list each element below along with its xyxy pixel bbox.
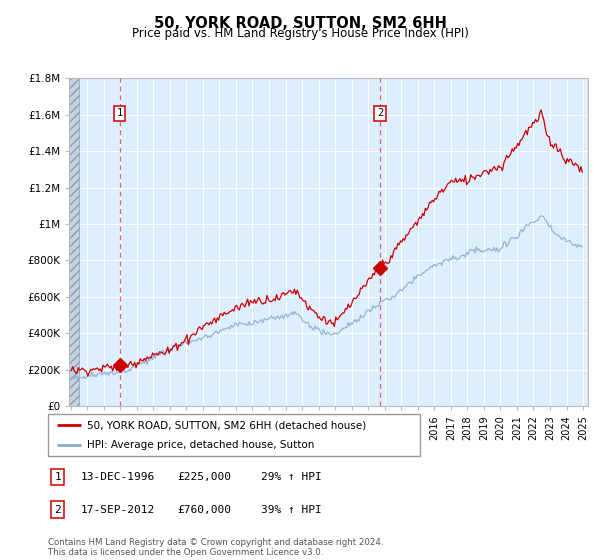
Text: 13-DEC-1996: 13-DEC-1996 [81, 472, 155, 482]
Text: 2: 2 [377, 109, 383, 119]
Text: 2: 2 [54, 505, 61, 515]
FancyBboxPatch shape [48, 414, 420, 456]
Text: 39% ↑ HPI: 39% ↑ HPI [261, 505, 322, 515]
Text: 29% ↑ HPI: 29% ↑ HPI [261, 472, 322, 482]
Text: 17-SEP-2012: 17-SEP-2012 [81, 505, 155, 515]
Text: Contains HM Land Registry data © Crown copyright and database right 2024.
This d: Contains HM Land Registry data © Crown c… [48, 538, 383, 557]
Text: £760,000: £760,000 [177, 505, 231, 515]
Text: 50, YORK ROAD, SUTTON, SM2 6HH (detached house): 50, YORK ROAD, SUTTON, SM2 6HH (detached… [87, 421, 367, 430]
Text: Price paid vs. HM Land Registry's House Price Index (HPI): Price paid vs. HM Land Registry's House … [131, 27, 469, 40]
Text: HPI: Average price, detached house, Sutton: HPI: Average price, detached house, Sutt… [87, 441, 314, 450]
Text: £225,000: £225,000 [177, 472, 231, 482]
Text: 1: 1 [54, 472, 61, 482]
Text: 50, YORK ROAD, SUTTON, SM2 6HH: 50, YORK ROAD, SUTTON, SM2 6HH [154, 16, 446, 31]
Text: 1: 1 [116, 109, 123, 119]
